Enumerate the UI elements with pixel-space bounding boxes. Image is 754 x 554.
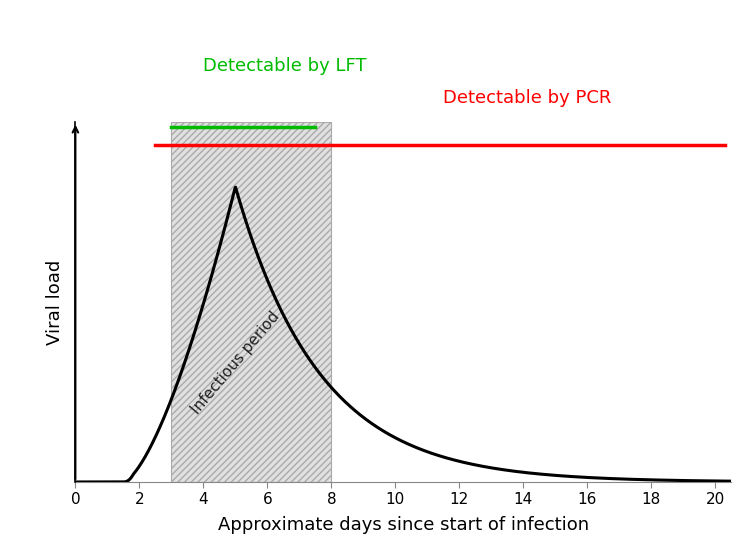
Text: Infectious period: Infectious period	[188, 309, 283, 417]
Bar	[171, 122, 332, 482]
X-axis label: Approximate days since start of infection: Approximate days since start of infectio…	[218, 516, 589, 534]
Y-axis label: Viral load: Viral load	[46, 259, 64, 345]
Text: Detectable by LFT: Detectable by LFT	[204, 57, 367, 75]
Text: Detectable by PCR: Detectable by PCR	[443, 90, 611, 107]
